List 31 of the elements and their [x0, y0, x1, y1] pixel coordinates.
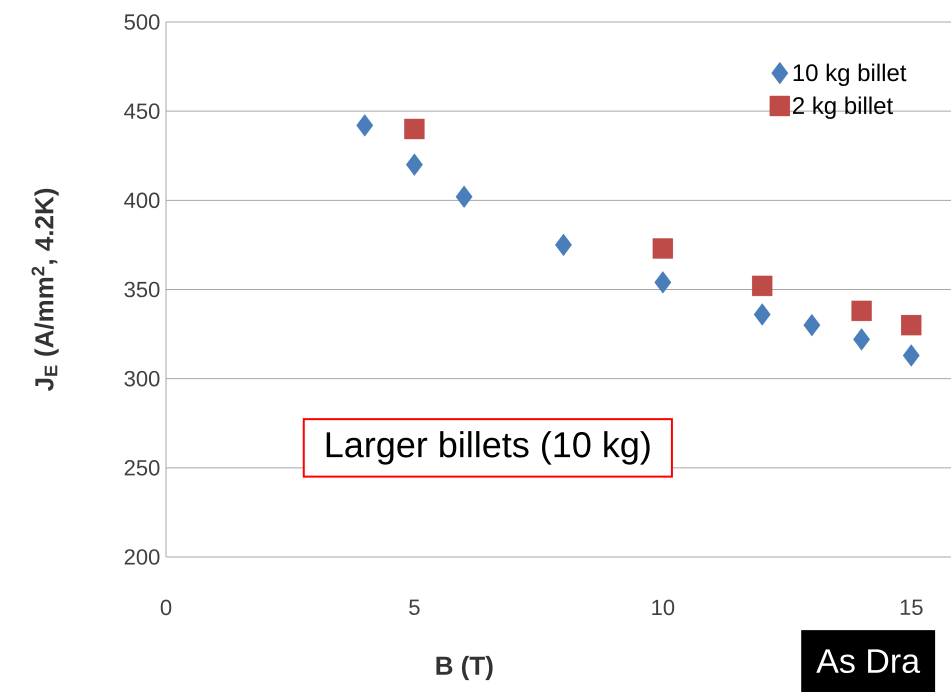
point [356, 114, 374, 137]
point [406, 153, 423, 176]
point [901, 314, 922, 336]
y-tick-label: 300 [124, 370, 160, 386]
point [754, 303, 771, 326]
point [752, 276, 772, 296]
x-tick-label: 15 [900, 600, 923, 616]
text: As Dra [816, 649, 920, 674]
y-tick-label: 500 [124, 14, 160, 30]
point [654, 271, 672, 294]
point [652, 238, 674, 259]
point [902, 344, 920, 367]
x-axis-title: B (T) [436, 656, 493, 680]
annotation: Larger billets (10 kg) [326, 431, 650, 465]
y-tick-label: 450 [124, 103, 160, 119]
legend-label: 10 kg billet [794, 64, 906, 86]
point [555, 234, 572, 256]
point [456, 186, 473, 208]
y-axis-title: J$_{E}$ (A/mm$^{2}$, 4.2K) [32, 188, 59, 392]
y-tick-label: 350 [124, 282, 160, 298]
x-tick-label: 10 [652, 600, 674, 616]
x-tick-label: 0 [160, 600, 172, 616]
point [853, 328, 870, 351]
point [803, 314, 820, 336]
y-tick-label: 400 [124, 192, 160, 208]
point [851, 300, 872, 322]
y-tick-label: 200 [124, 549, 160, 565]
x-tick-label: 5 [409, 600, 420, 616]
y-tick-label: 250 [124, 460, 160, 476]
legend-label: 2 kg billet [793, 96, 893, 119]
point [404, 118, 425, 140]
